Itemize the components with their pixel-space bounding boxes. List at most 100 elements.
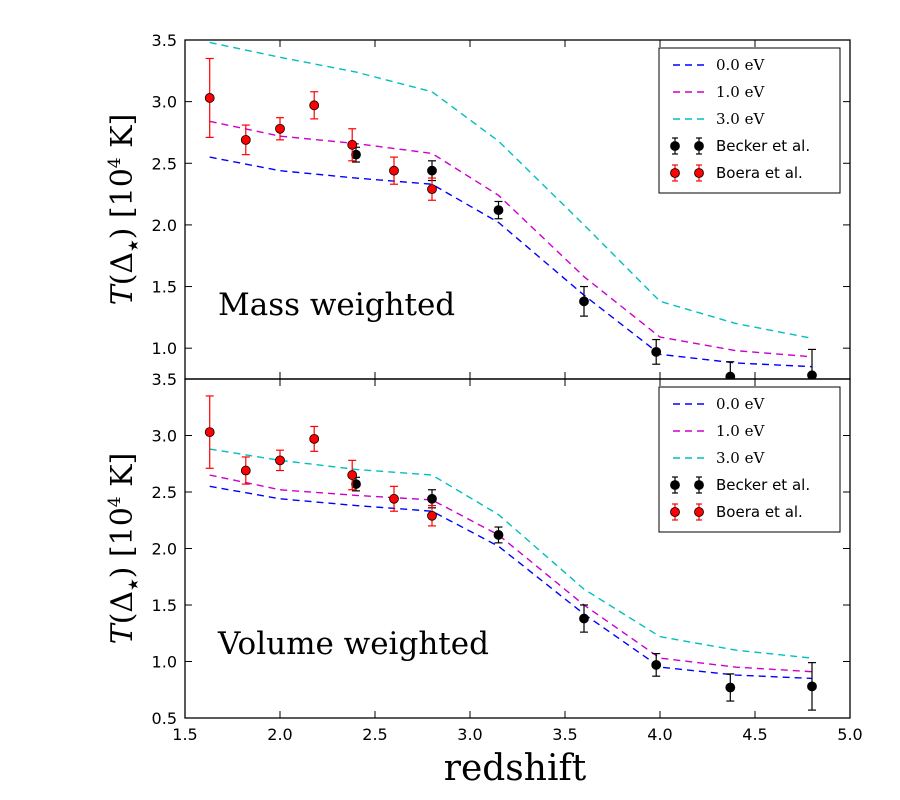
y-tick-label: 0.5 bbox=[152, 709, 177, 728]
data-point-becker bbox=[651, 659, 662, 670]
panel-title: Volume weighted bbox=[217, 626, 489, 662]
legend-swatch-marker bbox=[670, 168, 680, 178]
y-label-delta: Δ bbox=[105, 591, 140, 613]
legend-swatch-marker bbox=[670, 141, 680, 151]
y-label-t: T bbox=[105, 283, 140, 305]
y-label-open: ( bbox=[105, 274, 140, 286]
data-point-boera bbox=[275, 123, 285, 134]
legend: 0.0 eV 1.0 eV 3.0 eV Becker et al. Boera et … bbox=[658, 47, 841, 194]
legend-swatch-marker bbox=[670, 480, 680, 490]
y-label-star: ★ bbox=[126, 578, 142, 591]
legend-label: Boera et al. bbox=[716, 503, 803, 521]
series-line-3-0-ev bbox=[209, 448, 813, 659]
y-label-star: ★ bbox=[126, 239, 142, 252]
y-label-close: ) bbox=[105, 567, 140, 579]
y-tick-label: 1.5 bbox=[152, 596, 177, 615]
legend-swatch-marker bbox=[694, 168, 704, 178]
y-tick-label: 1.0 bbox=[152, 339, 177, 358]
y-tick-label: 1.0 bbox=[152, 653, 177, 672]
data-point-boera bbox=[427, 510, 437, 521]
x-tick-label: 5.0 bbox=[837, 725, 862, 744]
y-label-delta: Δ bbox=[105, 252, 140, 274]
data-point-boera bbox=[309, 433, 320, 444]
data-point-becker bbox=[493, 205, 504, 216]
data-point-boera bbox=[309, 100, 320, 111]
y-tick-label: 2.0 bbox=[152, 216, 177, 235]
y-label-unit: [10 bbox=[105, 168, 140, 227]
legend-label: 3.0 eV bbox=[716, 110, 766, 128]
legend: 0.0 eV 1.0 eV 3.0 eV Becker et al. Boera et … bbox=[658, 386, 841, 533]
data-point-becker bbox=[725, 682, 736, 693]
legend-label: Becker et al. bbox=[716, 476, 810, 494]
series-line-0-0-ev bbox=[209, 485, 813, 680]
legend-swatch-marker bbox=[694, 507, 704, 517]
y-tick-label: 3.5 bbox=[152, 370, 177, 389]
x-tick-label: 4.0 bbox=[647, 725, 672, 744]
y-label-unit-close: K] bbox=[105, 453, 140, 497]
data-point-boera bbox=[204, 93, 215, 103]
y-label-exp: 4 bbox=[105, 157, 125, 168]
data-point-boera bbox=[427, 184, 437, 195]
data-point-becker bbox=[579, 613, 589, 624]
data-point-becker bbox=[725, 371, 736, 379]
x-axis-label: redshift bbox=[444, 748, 587, 789]
data-point-becker bbox=[493, 530, 504, 540]
legend-box bbox=[658, 386, 841, 533]
x-tick-label: 3.0 bbox=[457, 725, 482, 744]
series-line-3-0-ev bbox=[209, 41, 813, 340]
series-line-0-0-ev bbox=[209, 156, 813, 368]
y-label-unit-close: K] bbox=[105, 114, 140, 158]
legend-label: 0.0 eV bbox=[716, 395, 766, 413]
legend-label: 3.0 eV bbox=[716, 449, 766, 467]
legend-box bbox=[658, 47, 841, 194]
legend-swatch-marker bbox=[670, 507, 680, 517]
x-tick-label: 3.5 bbox=[552, 725, 577, 744]
data-point-boera bbox=[204, 427, 215, 438]
y-tick-label: 3.0 bbox=[152, 427, 177, 446]
y-tick-label: 3.5 bbox=[152, 31, 177, 50]
y-tick-label: 2.5 bbox=[152, 483, 177, 502]
y-tick-label: 3.0 bbox=[152, 93, 177, 112]
x-tick-label: 2.5 bbox=[362, 725, 387, 744]
data-point-becker bbox=[651, 346, 662, 357]
y-tick-label: 2.0 bbox=[152, 540, 177, 559]
legend-label: 1.0 eV bbox=[716, 83, 766, 101]
x-tick-label: 4.5 bbox=[742, 725, 767, 744]
y-label-open: ( bbox=[105, 613, 140, 625]
data-point-boera bbox=[240, 465, 251, 476]
panel-title: Mass weighted bbox=[218, 287, 455, 323]
data-point-boera bbox=[240, 134, 251, 145]
data-point-becker bbox=[427, 165, 437, 176]
data-point-boera bbox=[389, 165, 399, 176]
y-label-unit: [10 bbox=[105, 507, 140, 566]
legend-swatch-marker bbox=[694, 141, 704, 151]
y-axis-label: T(Δ★) [104 K] bbox=[105, 453, 142, 645]
data-point-becker bbox=[807, 370, 817, 379]
panel-volume-weighted: 0.5 1.0 1.5 2.0 2.5 3.0 3.5 T(Δ★) [104 K] Volume… bbox=[105, 370, 851, 728]
series-line-1-0-ev bbox=[209, 120, 813, 358]
y-tick-label: 1.5 bbox=[152, 278, 177, 297]
x-tick-label: 1.5 bbox=[172, 725, 197, 744]
legend-label: Becker et al. bbox=[716, 137, 810, 155]
y-tick-label: 2.5 bbox=[152, 154, 177, 173]
legend-label: 1.0 eV bbox=[716, 422, 766, 440]
series-line-1-0-ev bbox=[209, 474, 813, 673]
data-point-boera bbox=[275, 455, 285, 466]
legend-label: Boera et al. bbox=[716, 164, 803, 182]
legend-swatch-marker bbox=[694, 480, 704, 490]
y-label-exp: 4 bbox=[105, 496, 125, 507]
data-point-becker bbox=[427, 493, 437, 504]
y-axis-label: T(Δ★) [104 K] bbox=[105, 114, 142, 306]
data-point-becker bbox=[351, 479, 361, 489]
panel-mass-weighted: 1.0 1.5 2.0 2.5 3.0 3.5 T(Δ★) [104 K] Mass weig… bbox=[105, 31, 851, 380]
data-point-becker bbox=[579, 296, 589, 307]
data-point-boera bbox=[347, 139, 358, 150]
data-point-boera bbox=[347, 470, 358, 480]
data-point-boera bbox=[389, 493, 399, 504]
legend-label: 0.0 eV bbox=[716, 56, 766, 74]
data-point-becker bbox=[351, 149, 361, 160]
y-label-t: T bbox=[105, 622, 140, 644]
data-point-becker bbox=[807, 681, 817, 692]
y-label-close: ) bbox=[105, 228, 140, 240]
